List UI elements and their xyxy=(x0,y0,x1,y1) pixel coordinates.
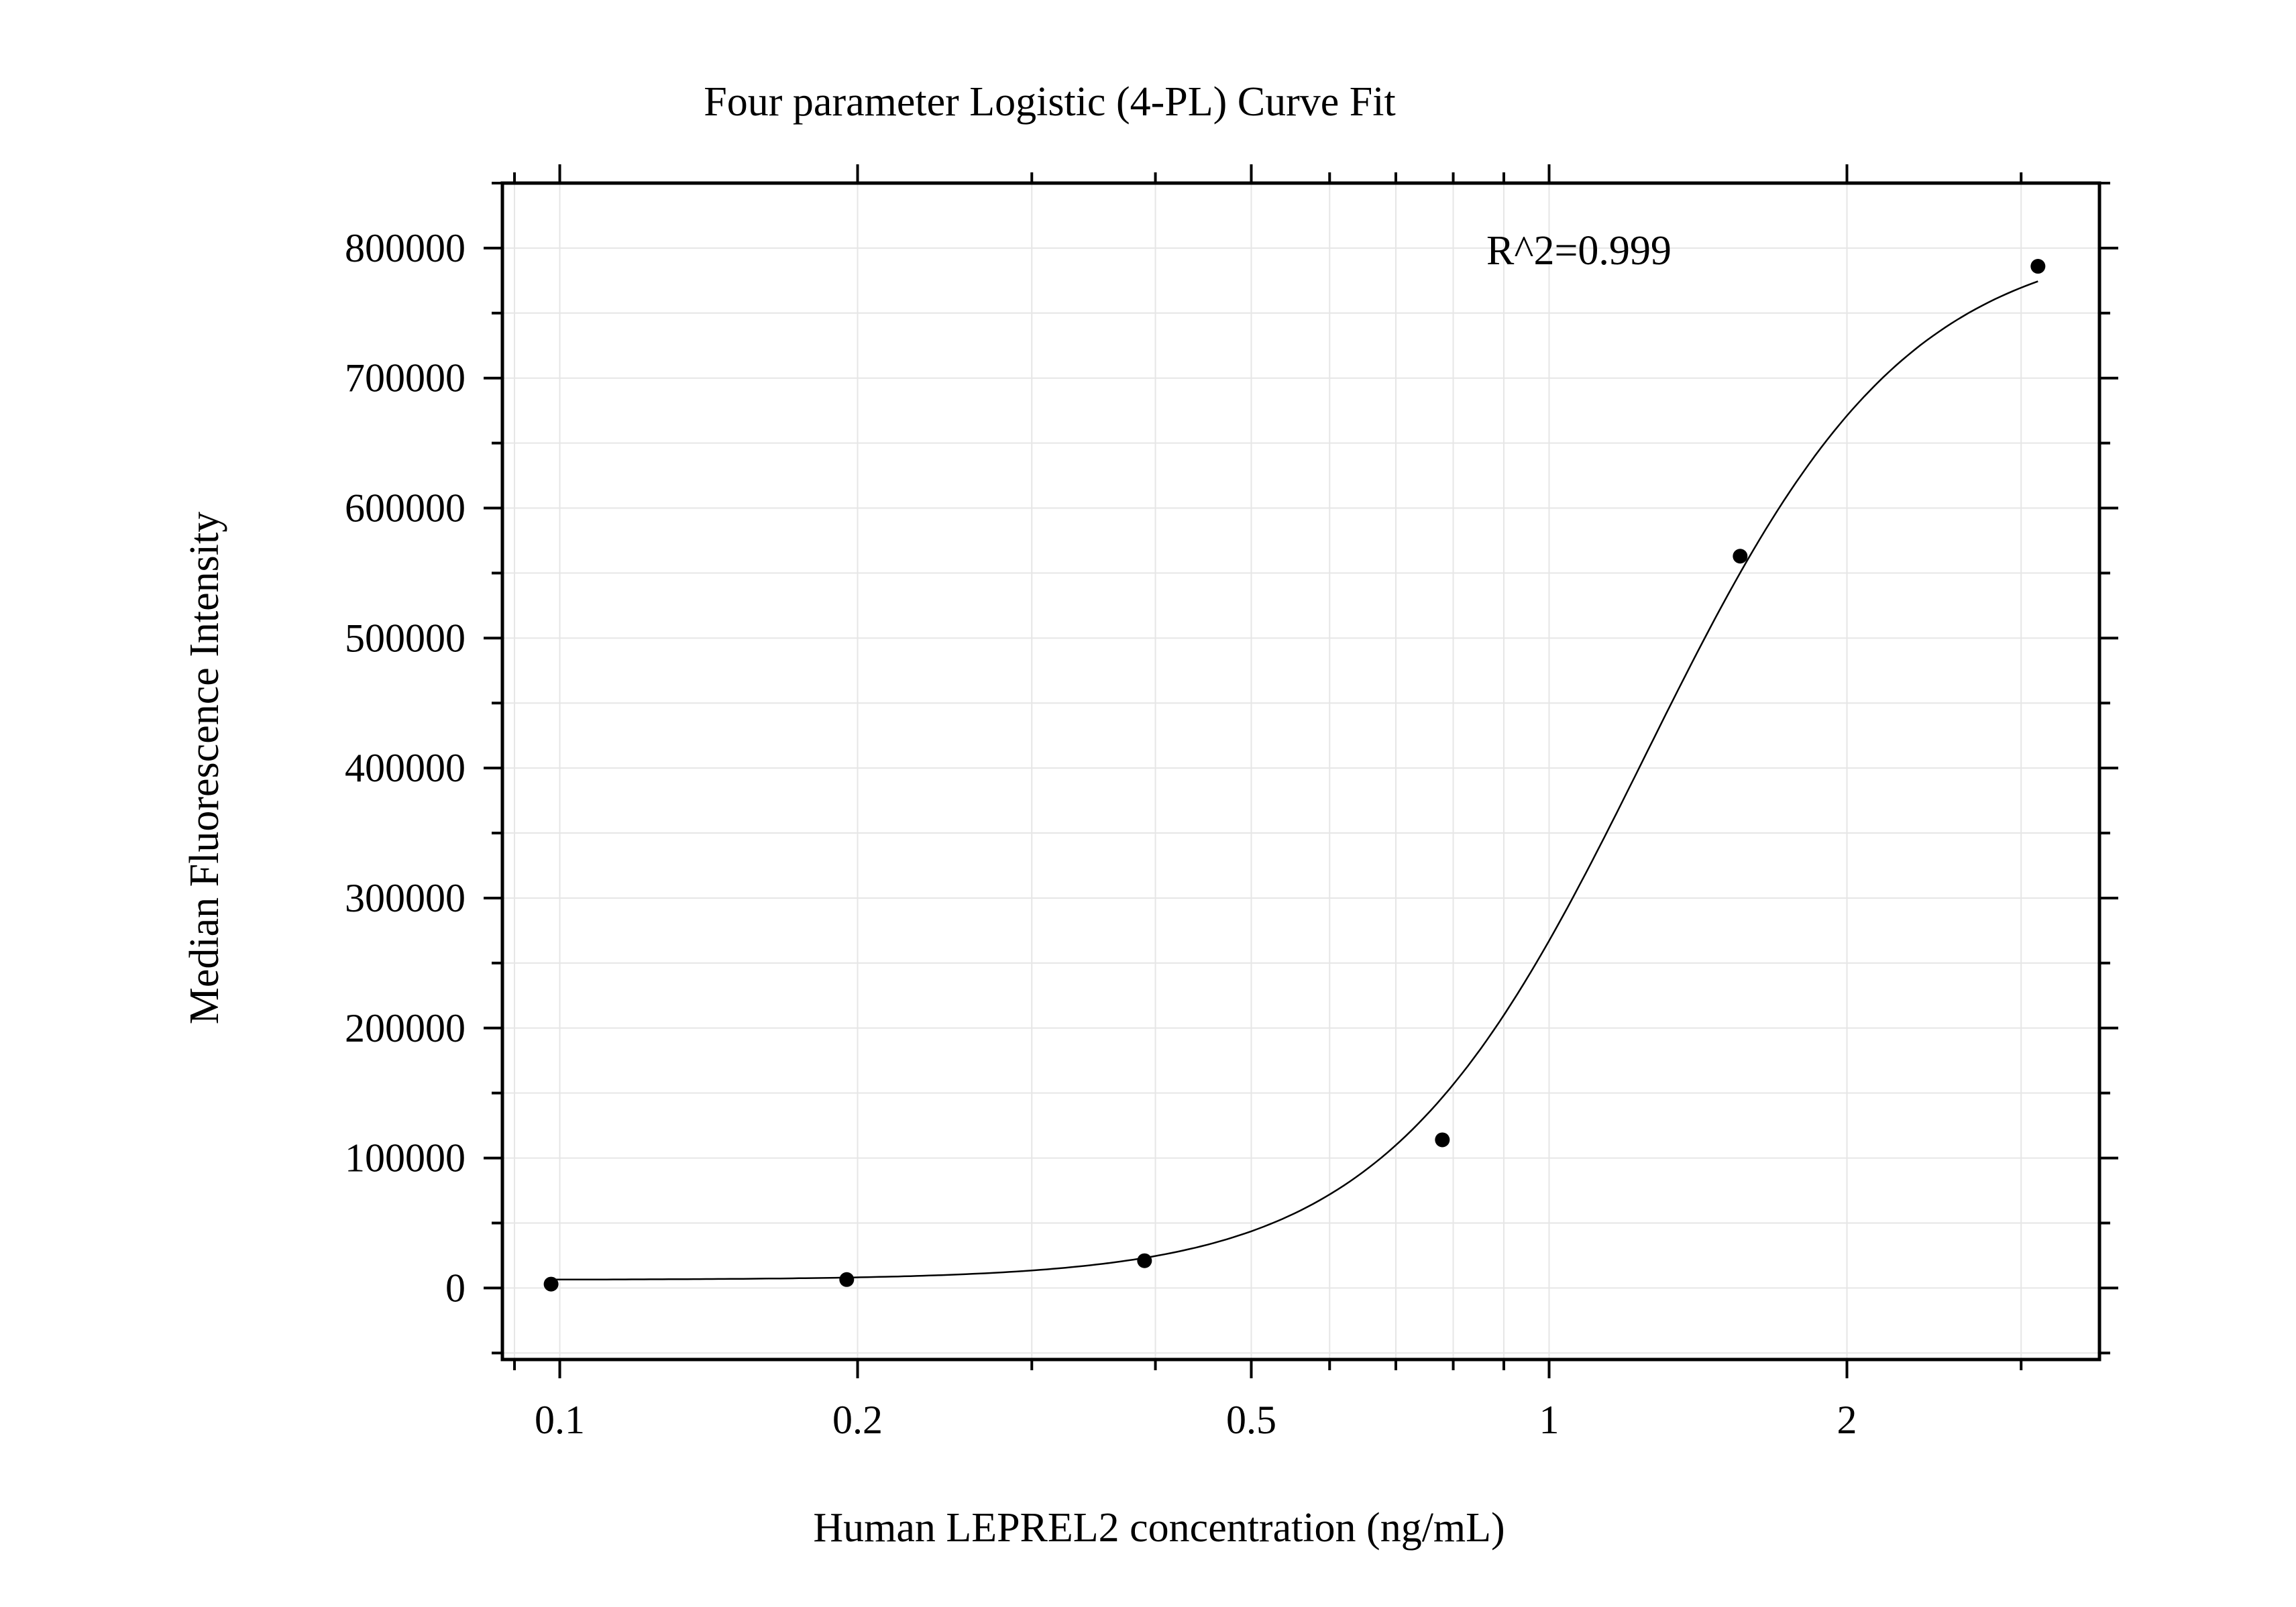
y-tick-label: 100000 xyxy=(345,1136,466,1180)
labels: Four parameter Logistic (4-PL) Curve Fit… xyxy=(182,79,1672,1551)
y-tick-label: 600000 xyxy=(345,486,466,531)
x-axis-label: Human LEPREL2 concentration (ng/mL) xyxy=(813,1505,1505,1551)
plot-frame xyxy=(500,181,2101,1362)
y-tick-label: 700000 xyxy=(345,356,466,400)
axes: 0.1 0.2 0.5 1 2 0 100000 200000 300000 400000 5000… xyxy=(345,164,2118,1442)
fit-curve xyxy=(551,280,2038,1281)
y-tick-label: 200000 xyxy=(345,1006,466,1050)
y-tick-label: 500000 xyxy=(345,616,466,660)
x-tick-label: 0.2 xyxy=(832,1398,883,1442)
data-point xyxy=(543,1276,559,1292)
y-tick-label: 300000 xyxy=(345,876,466,920)
data-point xyxy=(839,1272,855,1287)
x-tick-label: 1 xyxy=(1539,1398,1559,1442)
data-points xyxy=(543,259,2046,1292)
data-point xyxy=(1733,549,1748,564)
data-point xyxy=(1137,1253,1152,1268)
y-tick-label: 800000 xyxy=(345,226,466,270)
x-tick-label: 0.1 xyxy=(535,1398,585,1442)
annotation-r2: R^2=0.999 xyxy=(1486,228,1672,274)
chart-title: Four parameter Logistic (4-PL) Curve Fit xyxy=(704,79,1395,125)
data-point xyxy=(1435,1132,1450,1148)
gridlines xyxy=(502,182,2099,1360)
y-tick-label: 400000 xyxy=(345,746,466,790)
x-tick-label: 0.5 xyxy=(1226,1398,1276,1442)
x-tick-label: 2 xyxy=(1837,1398,1857,1442)
y-axis-label: Median Fluorescence Intensity xyxy=(182,512,227,1024)
data-point xyxy=(2030,259,2046,274)
y-tick-label: 0 xyxy=(445,1266,466,1310)
fit-curve-group xyxy=(551,280,2038,1281)
